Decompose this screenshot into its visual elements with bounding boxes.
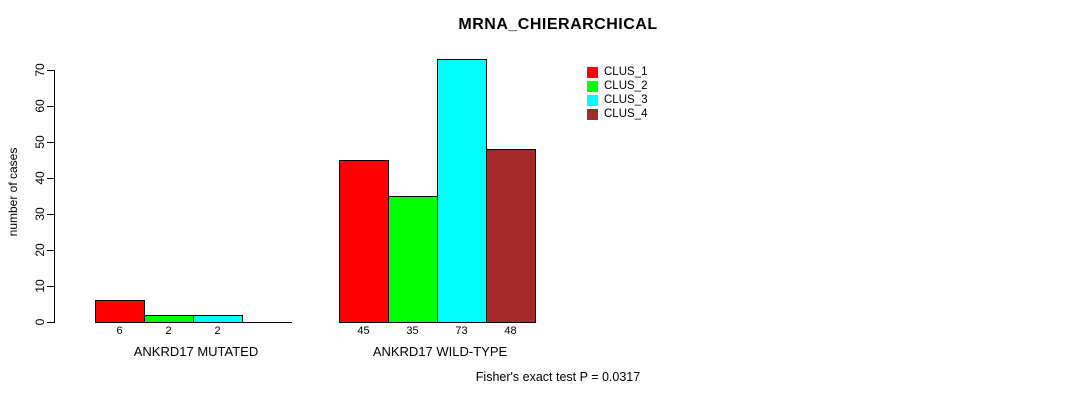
y-tick-label: 10	[33, 279, 47, 293]
chart-title: MRNA_CHIERARCHICAL	[458, 16, 658, 33]
bar-clus_3-group1	[193, 315, 243, 323]
bar-clus_2-group2	[388, 196, 438, 323]
x-group-label-mutated: ANKRD17 MUTATED	[133, 344, 259, 359]
y-tick-label: 0	[33, 318, 47, 326]
legend-label: CLUS_2	[604, 80, 648, 92]
fisher-test-annotation: Fisher's exact test P = 0.0317	[475, 370, 641, 384]
y-tick-mark	[47, 106, 54, 107]
y-tick-mark	[47, 322, 54, 323]
legend-swatch-icon	[587, 108, 598, 120]
bar-clus_1-group2	[339, 160, 389, 323]
y-tick-mark	[47, 142, 54, 143]
y-tick-label: 70	[33, 63, 47, 77]
legend-label: CLUS_4	[604, 108, 648, 120]
legend-swatch-icon	[587, 80, 598, 92]
y-tick-mark	[47, 70, 54, 71]
x-group-label-wild-type: ANKRD17 WILD-TYPE	[372, 344, 508, 359]
y-tick-label: 20	[33, 243, 47, 257]
legend-item-clus_2: CLUS_2	[587, 79, 647, 93]
y-tick-mark	[47, 286, 54, 287]
bar-value-label: 73	[455, 325, 468, 337]
y-tick-label: 60	[33, 99, 47, 113]
bar-value-label: 2	[214, 325, 221, 337]
legend-label: CLUS_1	[604, 66, 648, 78]
y-tick-mark	[47, 178, 54, 179]
legend-swatch-icon	[587, 66, 598, 78]
bar-clus_3-group2	[437, 59, 487, 323]
bar-clus_1-group1	[95, 300, 145, 323]
legend-label: CLUS_3	[604, 94, 648, 106]
legend-item-clus_4: CLUS_4	[587, 107, 647, 121]
legend-swatch-icon	[587, 94, 598, 106]
y-tick-label: 40	[33, 171, 47, 185]
y-tick-label: 30	[33, 207, 47, 221]
bar-value-label: 6	[116, 325, 123, 337]
y-tick-mark	[47, 214, 54, 215]
legend-item-clus_3: CLUS_3	[587, 93, 647, 107]
bar-value-label: 45	[357, 325, 370, 337]
y-axis-line	[54, 70, 55, 323]
bar-clus_2-group1	[144, 315, 194, 323]
legend-item-clus_1: CLUS_1	[587, 65, 647, 79]
bar-clus_4-group2	[486, 149, 536, 323]
bar-value-label: 48	[504, 325, 517, 337]
bar-value-label: 35	[406, 325, 419, 337]
legend: CLUS_1 CLUS_2 CLUS_3 CLUS_4	[587, 65, 647, 121]
y-axis-title: number of cases	[6, 147, 20, 237]
y-tick-label: 50	[33, 135, 47, 149]
y-tick-mark	[47, 250, 54, 251]
bar-value-label: 2	[165, 325, 172, 337]
